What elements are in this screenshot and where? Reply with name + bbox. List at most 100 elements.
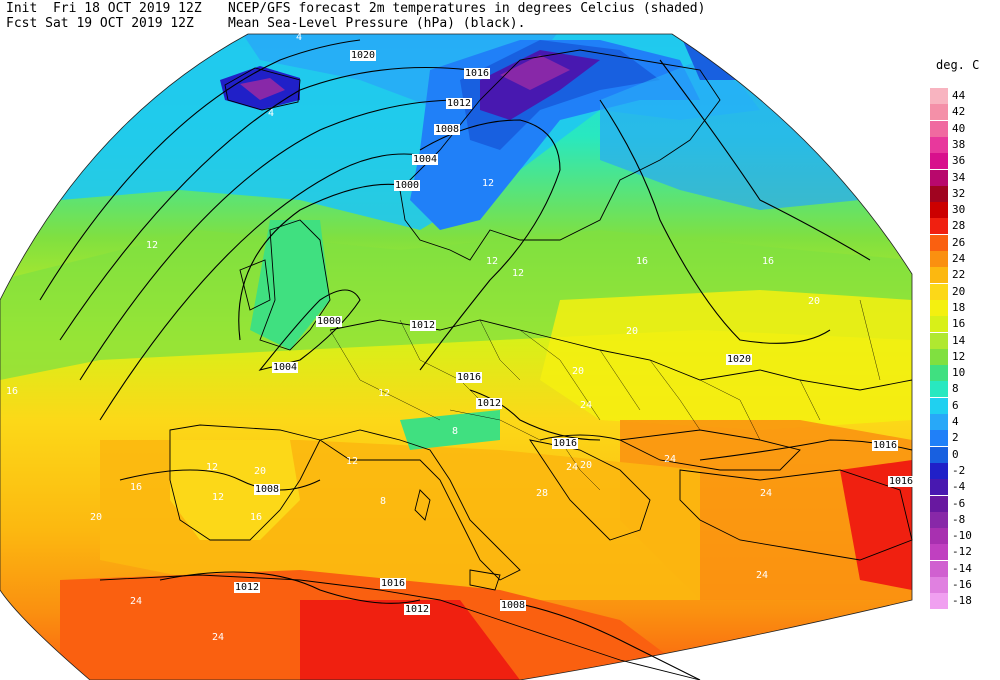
- pressure-label: 1016: [872, 440, 899, 451]
- pressure-label: 1012: [410, 320, 437, 331]
- legend-entry: -12: [930, 544, 1000, 561]
- legend-entry: 6: [930, 397, 1000, 414]
- pressure-label: 1012: [404, 604, 431, 615]
- temperature-label: 12: [486, 256, 499, 267]
- temperature-label: 8: [452, 426, 459, 437]
- legend-label: 42: [952, 105, 966, 119]
- temperature-label: 16: [6, 386, 19, 397]
- legend-entry: -8: [930, 511, 1000, 528]
- legend-swatch: [930, 365, 948, 382]
- legend-swatch: [930, 169, 948, 186]
- legend-label: 38: [952, 137, 966, 151]
- legend-swatch: [930, 560, 948, 577]
- legend-swatch: [930, 234, 948, 251]
- legend-entry: 28: [930, 218, 1000, 235]
- legend-label: 16: [952, 317, 966, 331]
- temperature-label: 28: [536, 488, 549, 499]
- pressure-label: 1020: [350, 50, 377, 61]
- temperature-label: 12: [212, 492, 225, 503]
- legend-entry: -18: [930, 593, 1000, 610]
- legend-label: -18: [952, 594, 972, 608]
- temperature-label: 8: [380, 496, 387, 507]
- legend-label: 14: [952, 333, 966, 347]
- legend-label: 4: [952, 415, 959, 428]
- legend-label: 26: [952, 235, 966, 249]
- legend-label: 6: [952, 398, 959, 412]
- pressure-label: 1008: [434, 124, 461, 135]
- legend-swatch: [930, 414, 948, 430]
- pressure-label: 1016: [380, 578, 407, 589]
- temperature-label: 16: [250, 512, 263, 523]
- legend-label: -6: [952, 496, 966, 510]
- temperature-label: 20: [580, 460, 593, 471]
- title-line-1: NCEP/GFS forecast 2m temperatures in deg…: [228, 1, 706, 16]
- temperature-label: 20: [90, 512, 103, 523]
- init-time-label: Init Fri 18 OCT 2019 12Z: [6, 1, 202, 16]
- legend-swatch: [930, 544, 948, 561]
- temperature-label: 24: [212, 632, 225, 643]
- legend-label: 24: [952, 252, 966, 265]
- legend-label: 28: [952, 219, 966, 233]
- pressure-label: 1016: [464, 68, 491, 79]
- legend-swatch: [930, 381, 948, 398]
- temperature-label: 24: [566, 462, 579, 473]
- pressure-label: 1020: [726, 354, 753, 365]
- legend-entry: 10: [930, 365, 1000, 382]
- legend-entry: 32: [930, 185, 1000, 202]
- temperature-label: 12: [346, 456, 359, 467]
- pressure-label: 1008: [500, 600, 527, 611]
- legend-label: -12: [952, 545, 972, 559]
- legend-label: 34: [952, 170, 966, 184]
- legend-entry: -14: [930, 560, 1000, 577]
- legend-entry: 22: [930, 267, 1000, 284]
- legend-label: -8: [952, 512, 966, 526]
- legend-entry: 4: [930, 414, 1000, 430]
- temperature-label: 12: [512, 268, 525, 279]
- legend-entry: 38: [930, 136, 1000, 153]
- legend-swatch: [930, 218, 948, 235]
- legend-swatch: [930, 446, 948, 463]
- legend-swatch: [930, 153, 948, 170]
- legend-swatch: [930, 348, 948, 365]
- legend-swatch: [930, 104, 948, 121]
- legend-entry: 20: [930, 283, 1000, 300]
- pressure-label: 1012: [234, 582, 261, 593]
- legend-swatch: [930, 332, 948, 349]
- legend-entry: -6: [930, 495, 1000, 512]
- temperature-label: 12: [146, 240, 159, 251]
- legend-label: 8: [952, 382, 959, 396]
- legend-label: 12: [952, 349, 966, 363]
- legend-label: -16: [952, 578, 972, 591]
- title-line-2: Mean Sea-Level Pressure (hPa) (black).: [228, 16, 526, 31]
- legend-label: -10: [952, 529, 972, 543]
- legend-entry: -4: [930, 479, 1000, 496]
- pressure-label: 1012: [476, 398, 503, 409]
- temperature-label: 12: [378, 388, 391, 399]
- legend-label: 44: [952, 89, 966, 102]
- temperature-label: 24: [580, 400, 593, 411]
- legend-swatch: [930, 299, 948, 316]
- temperature-label: 20: [626, 326, 639, 337]
- temperature-label: 20: [254, 466, 267, 477]
- pressure-label: 1016: [888, 476, 915, 487]
- temperature-label: 4: [268, 108, 275, 119]
- legend-swatch: [930, 316, 948, 333]
- temperature-label: 24: [130, 596, 143, 607]
- legend-title: deg. C: [936, 58, 980, 72]
- temperature-label: 24: [664, 454, 677, 465]
- legend-label: -14: [952, 561, 972, 575]
- legend-swatch: [930, 251, 948, 267]
- legend-swatch: [930, 283, 948, 300]
- legend-entry: 44: [930, 88, 1000, 104]
- pressure-label: 1000: [316, 316, 343, 327]
- legend-entry: 36: [930, 153, 1000, 170]
- legend-label: -2: [952, 463, 966, 477]
- pressure-label: 1004: [272, 362, 299, 373]
- legend-entry: 30: [930, 202, 1000, 219]
- legend-entry: 26: [930, 234, 1000, 251]
- legend-swatch: [930, 120, 948, 137]
- temperature-label: 16: [130, 482, 143, 493]
- legend-swatch: [930, 397, 948, 414]
- legend-entry: 18: [930, 299, 1000, 316]
